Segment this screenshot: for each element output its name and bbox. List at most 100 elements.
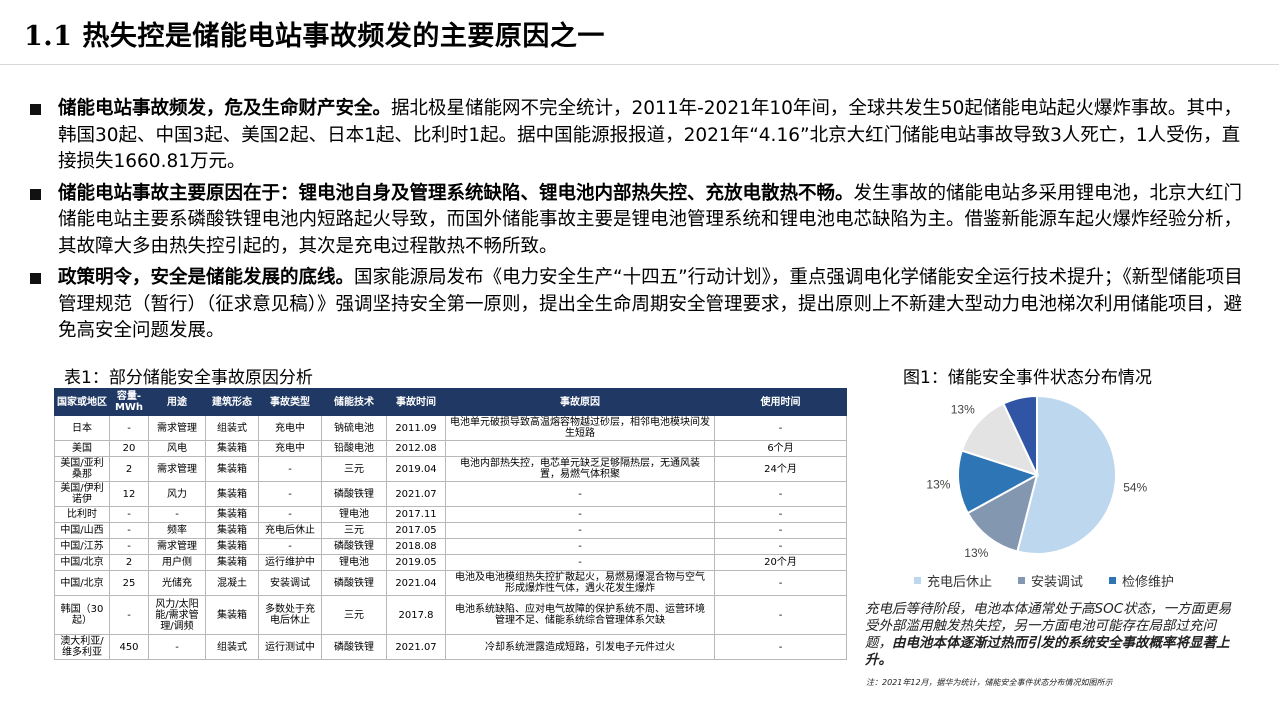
- table-cell: 运行维护中: [258, 554, 322, 571]
- bullet-list: 储能电站事故频发，危及生命财产安全。据北极星储能网不完全统计，2011年-202…: [30, 96, 1252, 350]
- legend-swatch-icon: [1109, 577, 1117, 584]
- table-cell: 2021.04: [386, 570, 446, 596]
- table-cell: -: [714, 506, 847, 523]
- table-cell: 需求管理: [148, 415, 206, 441]
- table-cell: 美国: [54, 440, 110, 457]
- bullet-lead: 储能电站事故主要原因在于：锂电池自身及管理系统缺陷、锂电池内部热失控、充放电散热…: [58, 182, 854, 204]
- col-header: 建筑形态: [205, 388, 259, 416]
- table-cell: -: [258, 506, 322, 523]
- col-header: 国家或地区: [54, 388, 110, 416]
- footnote: 注：2021年12月，据华为统计，储能安全事件状态分布情况如图所示: [866, 678, 1113, 687]
- table-cell: 磷酸铁锂: [321, 538, 387, 555]
- chart-note: 充电后等待阶段，电池本体通常处于高SOC状态，一方面更易受外部滥用触发热失控，另…: [865, 601, 1240, 669]
- pie-slice: [1002, 394, 1038, 476]
- col-header: 事故原因: [445, 388, 715, 416]
- table-cell: 中国/山西: [54, 522, 110, 539]
- square-bullet-icon: [30, 273, 41, 284]
- table-cell: 充电中: [258, 440, 322, 457]
- pie-slice: [966, 473, 1039, 553]
- legend-label: 安装调试: [1031, 575, 1084, 590]
- table-cell: 集装箱: [205, 440, 259, 457]
- table-cell: 光储充: [148, 570, 206, 596]
- table-cell: 需求管理: [148, 456, 206, 482]
- square-bullet-icon: [30, 104, 41, 115]
- table-cell: 2017.11: [386, 506, 446, 523]
- table-cell: -: [109, 415, 149, 441]
- table-cell: -: [445, 481, 715, 507]
- legend-swatch-icon: [1018, 577, 1026, 584]
- table-cell: 美国/亚利桑那: [54, 456, 110, 482]
- table-row: 澳大利亚/维多利亚 450- 组装式 运行测试中 磷酸铁锂 2021.07 冷却系统泄露造成…: [54, 634, 847, 660]
- table-cell: -: [714, 634, 847, 660]
- table-cell: 安装调试: [258, 570, 322, 596]
- table-cell: 集装箱: [205, 554, 259, 571]
- table-cell: 铅酸电池: [321, 440, 387, 457]
- table-cell: 集装箱: [205, 538, 259, 555]
- table-cell: 磷酸铁锂: [321, 481, 387, 507]
- table-cell: -: [714, 595, 847, 635]
- legend-item: 安装调试: [1018, 571, 1083, 590]
- accident-table: 国家或地区 容量-MWh 用途 建筑形态 事故类型 储能技术 事故时间 事故原因…: [54, 388, 847, 660]
- bullet-text: 据北极星储能网不完全统计，2011年-2021年10年间，全球共发生50起储能电…: [58, 98, 1242, 172]
- col-header: 使用时间: [714, 388, 847, 416]
- table-cell: 2012.08: [386, 440, 446, 457]
- table-row: 美国/伊利诺伊 12 风力 集装箱 - 磷酸铁锂 2021.07- -: [54, 481, 847, 507]
- table-cell: 风力: [148, 481, 206, 507]
- table-row: 中国/山西 - 频率 集装箱 充电后休止 三元 2017.05- -: [54, 522, 847, 539]
- table-cell: 三元: [321, 595, 387, 635]
- legend-item: 检修维护: [1109, 571, 1174, 590]
- table-cell: 2017.8: [386, 595, 446, 635]
- table-cell: 磷酸铁锂: [321, 570, 387, 596]
- table-cell: 用户侧: [148, 554, 206, 571]
- note-text: 充电后等待阶段，电池本体通常处于高SOC状态，一方面更易受外部滥用触发热失控，另…: [865, 601, 1232, 651]
- table-caption: 表1：部分储能安全事故原因分析: [64, 368, 313, 388]
- table-cell: 充电中: [258, 415, 322, 441]
- square-bullet-icon: [30, 188, 41, 200]
- table-cell: [445, 440, 715, 457]
- table-cell: -: [109, 522, 149, 539]
- table-cell: 电池及电池模组热失控扩散起火，易燃易爆混合物与空气形成爆炸性气体，遇火花发生爆炸: [445, 570, 715, 596]
- table-cell: -: [714, 538, 847, 555]
- table-cell: 12: [109, 481, 149, 507]
- table-cell: -: [148, 506, 206, 523]
- table-cell: 钠硫电池: [321, 415, 387, 441]
- col-header: 容量-MWh: [109, 388, 149, 416]
- table-cell: -: [445, 522, 715, 539]
- table-cell: 电池内部热失控，电芯单元缺乏足够隔热层，无通风装置，易燃气体积聚: [445, 456, 715, 482]
- table-cell: 2: [109, 554, 149, 571]
- note-emphasis: 由电池本体逐渐过热而引发的系统安全事故概率将显著上升。: [865, 635, 1230, 668]
- title-divider: [0, 64, 1279, 65]
- table-cell: -: [258, 481, 322, 507]
- table-cell: 混凝土: [205, 570, 259, 596]
- table-cell: 风力/太阳能/需求管理/调频: [148, 595, 206, 635]
- table-cell: 6个月: [714, 440, 847, 457]
- table-cell: -: [148, 634, 206, 660]
- table-cell: 2019.05: [386, 554, 446, 571]
- table-cell: 2019.04: [386, 456, 446, 482]
- col-header: 事故类型: [258, 388, 322, 416]
- bullet-item: 储能电站事故主要原因在于：锂电池自身及管理系统缺陷、锂电池内部热失控、充放电散热…: [30, 181, 1252, 261]
- table-row: 韩国（30起） - 风力/太阳能/需求管理/调频 集装箱 多数处于充电后休止 三元 2017…: [54, 595, 847, 635]
- table-cell: 2017.05: [386, 522, 446, 539]
- table-cell: 中国/北京: [54, 554, 110, 571]
- table-row: 中国/北京 2 用户侧 集装箱 运行维护中 锂电池 2019.05-20个月: [54, 554, 847, 571]
- col-header: 储能技术: [321, 388, 387, 416]
- table-row: 中国/江苏 - 需求管理 集装箱 - 磷酸铁锂 2018.08- -: [54, 538, 847, 555]
- table-cell: 2021.07: [386, 481, 446, 507]
- table-cell: -: [445, 538, 715, 555]
- table-cell: 中国/北京: [54, 570, 110, 596]
- table-cell: -: [714, 570, 847, 596]
- table-cell: 集装箱: [205, 595, 259, 635]
- table-cell: 中国/江苏: [54, 538, 110, 555]
- table-cell: 运行测试中: [258, 634, 322, 660]
- bullet-text: 发生事故的储能电站多采用锂电池，北京大红门储能电站主要系磷酸铁锂电池内短路起火导…: [58, 182, 1243, 257]
- pie-slice: [957, 449, 1040, 515]
- pie-slice: [960, 402, 1039, 477]
- table-cell: 电池单元破损导致高温熔容物越过砂层，相邻电池模块间发生短路: [445, 415, 715, 441]
- table-cell: 24个月: [714, 456, 847, 482]
- legend-item: 充电后休止: [914, 571, 992, 590]
- table-row: 美国/亚利桑那 2 需求管理 集装箱 - 三元 2019.04 电池内部热失控，电芯单元缺乏足…: [54, 456, 847, 482]
- table-cell: 集装箱: [205, 456, 259, 482]
- table-row: 日本 - 需求管理 组装式 充电中 钠硫电池 2011.09 电池单元破损导致高温熔容物越过砂…: [54, 415, 847, 441]
- table-cell: 三元: [321, 456, 387, 482]
